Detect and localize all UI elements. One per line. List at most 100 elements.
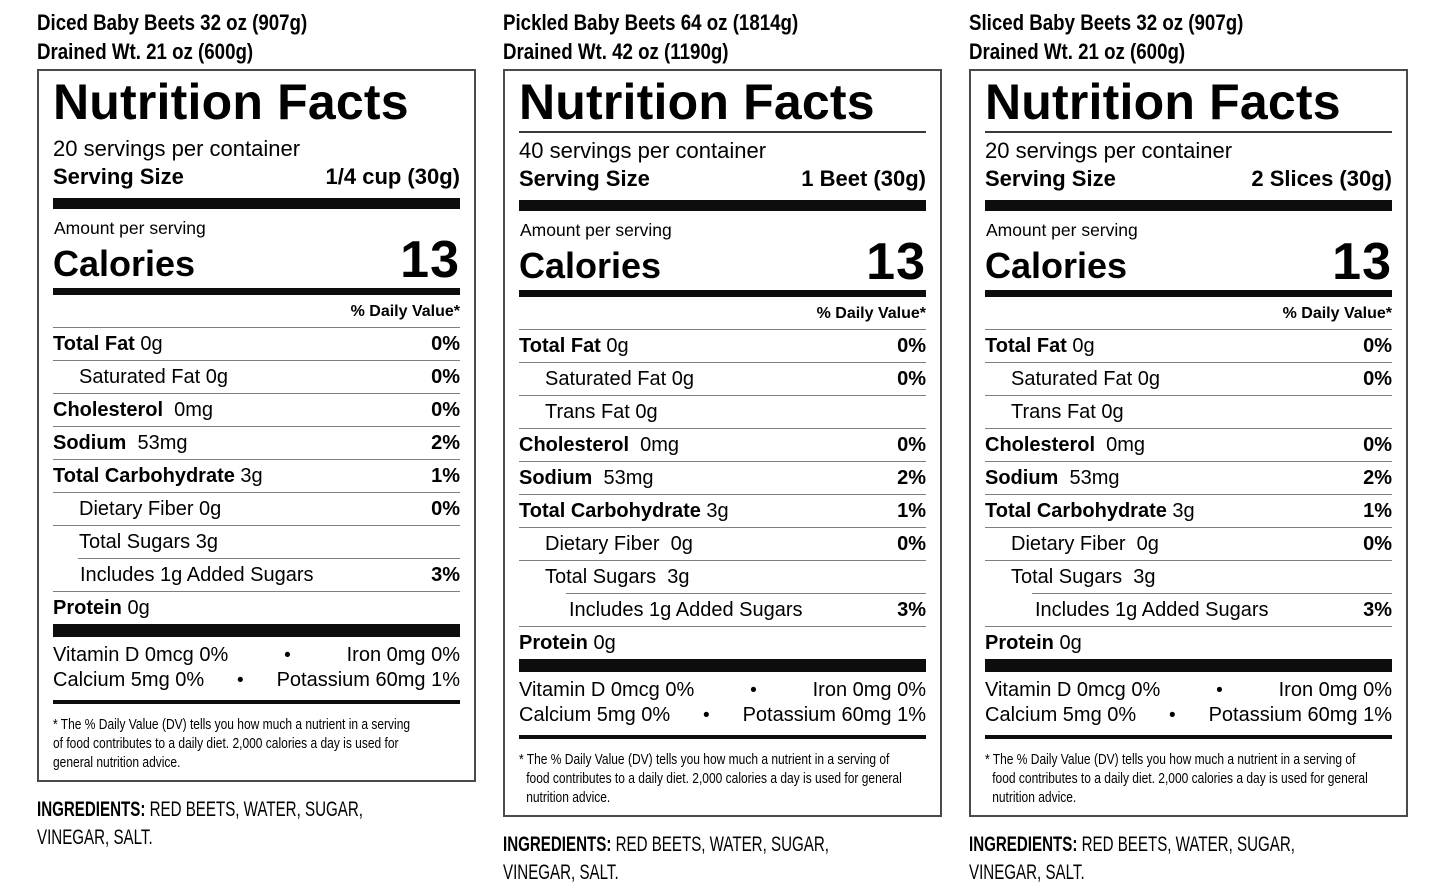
nutrient-row: Sodium 53mg 2% [985,460,1392,494]
nutrient-name-bold: Sodium [519,466,593,489]
ingredients-line: VINEGAR, SALT. [969,859,1285,887]
ingredients-label: INGREDIENTS: [503,832,612,856]
nutrient-row: Saturated Fat 0g 0% [985,361,1392,395]
footnote-line: * The % Daily Value (DV) tells you how m… [985,750,1356,768]
nutrient-rows: Total Fat 0g 0% Saturated Fat 0g 0% Trans Fa… [519,328,926,659]
divider-thick-bar [985,658,1392,672]
nutrient-daily-value: 0% [431,365,460,388]
ingredients: INGREDIENTS: RED BEETS, WATER, SUGAR, VIN… [37,796,476,852]
ingredients-text: RED BEETS, WATER, SUGAR, [615,832,829,856]
serving-size-row: Serving Size 1 Beet (30g) [519,166,926,192]
product-drained-weight: Drained Wt. 21 oz (600g) [969,39,1186,64]
bullet-separator-icon: • [703,704,710,726]
footnote-line: * The % Daily Value (DV) tells you how m… [53,715,411,733]
nutrient-name: Saturated Fat 0g [1011,368,1160,390]
nutrient-row: Cholesterol 0mg 0% [519,427,926,461]
nutrient-name: Trans Fat 0g [1011,401,1124,423]
nutrient-amount: Trans Fat 0g [1011,400,1124,423]
product-drained-weight: Drained Wt. 42 oz (1190g) [503,39,729,64]
micronutrients-section: Vitamin D 0mcg 0% • Iron 0mg 0% Calcium 5mg… [985,672,1392,735]
nutrient-name: Includes 1g Added Sugars [1035,599,1269,621]
ingredients: INGREDIENTS: RED BEETS, WATER, SUGAR, VIN… [503,831,942,887]
ingredients-label: INGREDIENTS: [969,832,1078,856]
nutrient-row: Total Sugars 3g [985,559,1392,593]
footnote-line: * The % Daily Value (DV) tells you how m… [519,750,890,768]
ingredients-line: INGREDIENTS: RED BEETS, WATER, SUGAR, [969,831,1295,859]
serving-size-value: 2 Slices (30g) [1251,166,1392,191]
amount-per-serving-label: Amount per serving [986,220,1138,240]
micronutrients-section: Vitamin D 0mcg 0% • Iron 0mg 0% Calcium 5mg… [519,672,926,735]
nutrient-name: Total Sugars 3g [545,566,690,588]
nutrient-daily-value: 0% [431,398,460,421]
nutrient-name: Total Sugars 3g [1011,566,1156,588]
nutrient-row: Total Carbohydrate 3g 1% [519,493,926,527]
nutrient-name: Includes 1g Added Sugars [569,599,803,621]
nutrient-amount: Total Sugars 3g [79,530,218,553]
ingredients-line: VINEGAR, SALT. [37,824,353,852]
nutrient-row: Cholesterol 0mg 0% [53,392,460,426]
nutrient-name: Sodium 53mg [985,467,1120,489]
nutrient-row: Protein 0g [985,625,1392,659]
nutrient-amount: 0g [121,596,150,619]
divider-medium-bar [53,699,460,704]
serving-size-value: 1 Beet (30g) [801,166,926,191]
nutrient-name-bold: Sodium [53,431,127,454]
nutrient-row: Dietary Fiber 0g 0% [53,491,460,525]
nutrient-amount: 0g [1066,334,1095,357]
micronutrient-left: Calcium 5mg 0% [53,668,205,691]
nutrient-name: Cholesterol 0mg [519,434,679,456]
nutrient-name: Saturated Fat 0g [545,368,694,390]
divider-thick-bar [53,198,460,209]
nutrient-row: Saturated Fat 0g 0% [53,359,460,393]
nutrient-row: Dietary Fiber 0g 0% [985,526,1392,560]
nutrient-name-bold: Cholesterol [53,398,164,421]
bullet-separator-icon: • [750,679,757,701]
calories-row: Calories 13 [985,236,1392,287]
micronutrient-right: Potassium 60mg 1% [276,668,460,691]
nutrient-amount: Dietary Fiber 0g [79,497,222,520]
nutrient-row: Includes 1g Added Sugars 3% [78,557,460,591]
nutrition-facts-box: Nutrition Facts 20 servings per containe… [37,69,476,782]
nutrient-amount: Saturated Fat 0g [79,365,228,388]
nutrient-name: Cholesterol 0mg [985,434,1145,456]
ingredients-text: VINEGAR, SALT. [503,860,619,884]
nutrient-amount: Saturated Fat 0g [545,367,694,390]
micronutrient-right: Potassium 60mg 1% [742,703,926,726]
micronutrient-right: Iron 0mg 0% [346,643,460,666]
daily-value-footnote: * The % Daily Value (DV) tells you how m… [53,708,460,772]
nutrient-amount: Includes 1g Added Sugars [1035,598,1269,621]
nutrient-name: Dietary Fiber 0g [79,498,221,520]
micronutrient-row: Calcium 5mg 0% • Potassium 60mg 1% [519,703,926,728]
nutrient-name: Total Carbohydrate 3g [53,465,263,487]
nutrient-row: Total Fat 0g 0% [519,328,926,362]
product-drained-weight: Drained Wt. 21 oz (600g) [37,39,254,64]
divider-medium-bar [53,287,460,295]
calories-value: 13 [400,231,460,289]
ingredients-label: INGREDIENTS: [37,797,146,821]
nutrition-facts-box: Nutrition Facts 20 servings per containe… [969,69,1408,817]
nutrient-rows: Total Fat 0g 0% Saturated Fat 0g 0% Choleste… [53,326,460,624]
nutrient-name-bold: Total Carbohydrate [985,499,1167,522]
divider-thick-bar [53,623,460,637]
product-header: Diced Baby Beets 32 oz (907g) Drained Wt… [37,8,476,66]
nutrient-daily-value: 1% [431,464,460,487]
footnote-line: nutrition advice. [526,788,611,806]
footnote-line: general nutrition advice. [53,753,181,771]
product-header: Pickled Baby Beets 64 oz (1814g) Drained… [503,8,942,66]
footnote-line: nutrition advice. [992,788,1077,806]
nutrient-name: Saturated Fat 0g [79,366,228,388]
nutrient-amount: 0g [134,332,163,355]
nutrient-name: Trans Fat 0g [545,401,658,423]
nutrient-row: Total Sugars 3g [519,559,926,593]
nutrient-amount: 0mg [1095,433,1146,456]
nutrient-amount: 0g [587,631,616,654]
serving-size-row: Serving Size 1/4 cup (30g) [53,164,460,190]
nutrient-amount: Total Sugars 3g [1011,565,1156,588]
nutrient-name-bold: Cholesterol [519,433,630,456]
nutrient-name: Dietary Fiber 0g [545,533,693,555]
micronutrient-left: Calcium 5mg 0% [519,703,671,726]
nutrient-daily-value: 0% [897,367,926,390]
nutrient-name: Cholesterol 0mg [53,399,213,421]
nutrient-name-bold: Protein [985,631,1054,654]
